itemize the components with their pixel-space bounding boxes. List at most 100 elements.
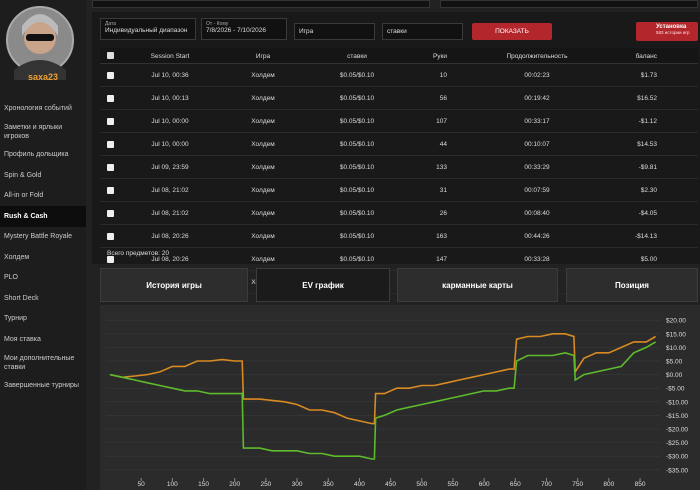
x-tick-label: 500 bbox=[416, 481, 427, 488]
cell: 00:02:23 bbox=[524, 72, 550, 79]
row bbox=[100, 87, 698, 110]
install-title: Установка bbox=[656, 24, 687, 30]
install-sub: 583 истории игр bbox=[656, 30, 690, 35]
cell: Jul 08, 21:02 bbox=[151, 210, 189, 217]
cell: Холдем bbox=[251, 210, 275, 217]
row bbox=[100, 225, 698, 248]
row-checkbox[interactable] bbox=[107, 256, 114, 263]
row-checkbox[interactable] bbox=[107, 141, 114, 148]
cell: $0.05/$0.10 bbox=[339, 233, 375, 240]
row bbox=[100, 179, 698, 202]
menu-item[interactable]: All-in or Fold bbox=[4, 192, 44, 200]
cell: Jul 08, 20:26 bbox=[151, 256, 189, 263]
menu-item[interactable]: Холдем bbox=[4, 253, 30, 261]
cell: Холдем bbox=[251, 164, 275, 171]
tab[interactable]: Позиция bbox=[566, 268, 698, 302]
cell: Холдем bbox=[251, 187, 275, 194]
x-tick-label: 650 bbox=[510, 481, 521, 488]
cell: 00:44:26 bbox=[524, 233, 550, 240]
row bbox=[100, 202, 698, 225]
cell: $0.05/$0.10 bbox=[339, 118, 375, 125]
menu-item[interactable]: Моя ставка bbox=[4, 335, 41, 343]
menu-item[interactable]: Short Deck bbox=[4, 294, 39, 302]
range-value: 7/8/2026 - 7/10/2026 bbox=[206, 27, 266, 34]
row-checkbox[interactable] bbox=[107, 187, 114, 194]
y-tick-label: -$5.00 bbox=[666, 386, 685, 393]
row-checkbox[interactable] bbox=[107, 164, 114, 171]
cell: $0.05/$0.10 bbox=[339, 72, 375, 79]
column-header[interactable]: Session Start bbox=[150, 53, 190, 60]
y-tick-label: -$20.00 bbox=[666, 427, 688, 434]
x-tick-label: 800 bbox=[603, 481, 614, 488]
cell: -$1.12 bbox=[638, 118, 657, 125]
cell: $0.05/$0.10 bbox=[339, 256, 375, 263]
menu-item[interactable]: Мои дополнительные ставки bbox=[4, 354, 75, 371]
y-tick-label: $5.00 bbox=[666, 358, 683, 365]
menu-item[interactable]: PLO bbox=[4, 274, 19, 282]
menu-item[interactable]: Турнир bbox=[4, 315, 27, 323]
tab[interactable]: История игры bbox=[100, 268, 248, 302]
cell: 147 bbox=[436, 256, 447, 263]
cell: Jul 08, 21:02 bbox=[151, 187, 189, 194]
x-tick-label: 200 bbox=[229, 481, 240, 488]
total-count: Всего предметов: 20 bbox=[107, 250, 169, 257]
stakes-select[interactable]: ставки bbox=[382, 23, 463, 40]
menu-item[interactable]: Профиль дольщика bbox=[4, 151, 69, 159]
x-tick-label: 750 bbox=[572, 481, 583, 488]
cell: $16.52 bbox=[637, 95, 657, 102]
y-tick-label: -$35.00 bbox=[666, 467, 688, 474]
tab[interactable]: EV график bbox=[256, 268, 390, 302]
game-select[interactable]: Игра bbox=[294, 23, 375, 40]
y-tick-label: -$25.00 bbox=[666, 440, 688, 447]
x-tick-label: 250 bbox=[260, 481, 271, 488]
top-panel bbox=[440, 0, 698, 8]
cell: Холдем bbox=[251, 72, 275, 79]
top-panel bbox=[92, 0, 430, 8]
cell: Jul 10, 00:36 bbox=[151, 72, 189, 79]
cell: Jul 10, 00:00 bbox=[151, 141, 189, 148]
cell: 107 bbox=[436, 118, 447, 125]
menu-item[interactable]: Mystery Battle Royale bbox=[4, 233, 73, 241]
cell: Jul 08, 20:26 bbox=[151, 233, 189, 240]
cell: Холдем bbox=[251, 118, 275, 125]
cell: 00:19:42 bbox=[524, 95, 550, 102]
cell: 31 bbox=[439, 187, 447, 194]
cell: $5.00 bbox=[640, 256, 657, 263]
username: saxa23 bbox=[27, 72, 59, 82]
cell: Jul 10, 00:13 bbox=[151, 95, 189, 102]
x-tick-label: 450 bbox=[385, 481, 396, 488]
range-label: От - Кому bbox=[206, 21, 229, 27]
cell: 00:33:29 bbox=[524, 164, 550, 171]
row-checkbox[interactable] bbox=[107, 118, 114, 125]
cell: -$4.05 bbox=[638, 210, 657, 217]
cell: $0.05/$0.10 bbox=[339, 210, 375, 217]
menu-item[interactable]: Rush & Cash bbox=[0, 206, 86, 227]
menu-item[interactable]: Хронология событий bbox=[4, 104, 72, 112]
cell: 00:08:40 bbox=[524, 210, 550, 217]
series-line bbox=[109, 341, 657, 460]
row-checkbox[interactable] bbox=[107, 95, 114, 102]
cell: 00:33:28 bbox=[524, 256, 550, 263]
column-header: Руки bbox=[432, 53, 447, 60]
menu-item[interactable]: Заметки и ярлыки игроков bbox=[4, 123, 63, 140]
sidebar: saxa23 Хронология событий Заметки и ярлык… bbox=[0, 0, 86, 490]
cell: $1.73 bbox=[640, 72, 657, 79]
date-select[interactable]: Дата Индивидуальный диапазон bbox=[100, 18, 196, 40]
row bbox=[100, 110, 698, 133]
install-button[interactable]: Установка 583 истории игр bbox=[636, 22, 698, 41]
row-checkbox[interactable] bbox=[107, 210, 114, 217]
row-checkbox[interactable] bbox=[107, 72, 114, 79]
x-tick-label: 700 bbox=[541, 481, 552, 488]
range-input[interactable]: От - Кому 7/8/2026 - 7/10/2026 bbox=[201, 18, 287, 40]
menu-item[interactable]: Spin & Gold bbox=[4, 171, 42, 179]
x-tick-label: 150 bbox=[198, 481, 209, 488]
date-value: Индивидуальный диапазон bbox=[105, 27, 188, 34]
row-checkbox[interactable] bbox=[107, 233, 114, 240]
tab[interactable]: карманные карты bbox=[397, 268, 558, 302]
cell: Холдем bbox=[251, 95, 275, 102]
menu-item[interactable]: Завершенные турниры bbox=[4, 382, 79, 390]
cell: Холдем bbox=[251, 256, 275, 263]
select-all[interactable] bbox=[107, 52, 114, 59]
show-button[interactable]: ПОКАЗАТЬ bbox=[472, 23, 552, 40]
